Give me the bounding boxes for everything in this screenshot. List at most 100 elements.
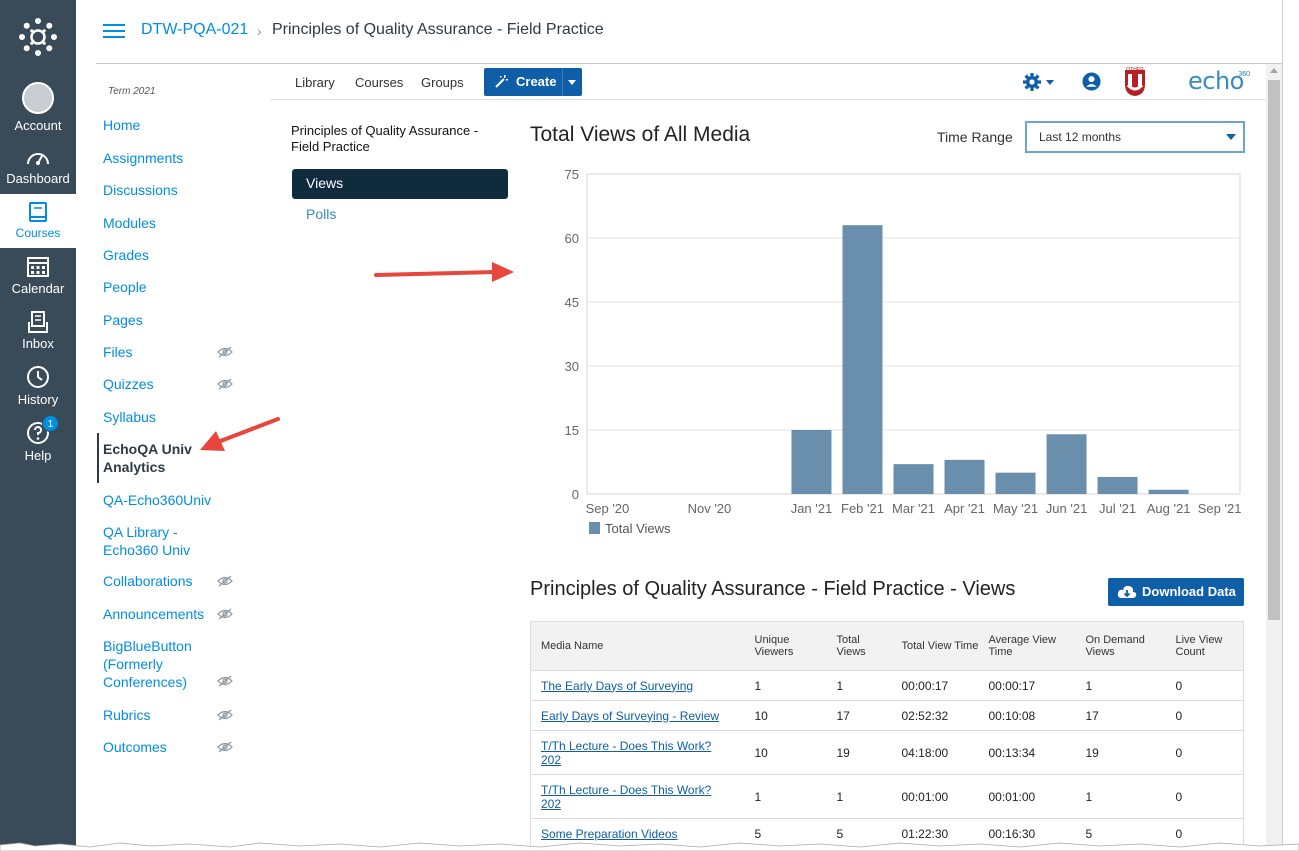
course-nav-assignments[interactable]: Assignments xyxy=(103,150,184,166)
column-header-total-views[interactable]: Total Views xyxy=(826,621,892,671)
media-link[interactable]: Some Preparation Videos xyxy=(541,826,678,841)
echo-nav-views-label: Views xyxy=(306,175,344,191)
bar xyxy=(1148,489,1189,494)
user-icon[interactable] xyxy=(1082,72,1101,91)
bar xyxy=(842,225,883,494)
global-nav-calendar[interactable]: Calendar xyxy=(0,254,76,308)
legend-label: Total Views xyxy=(605,521,671,536)
y-tick-label: 30 xyxy=(565,359,579,374)
course-menu-toggle-icon[interactable] xyxy=(103,22,125,40)
course-nav-modules[interactable]: Modules xyxy=(103,215,156,231)
media-link[interactable]: Early Days of Surveying - Review xyxy=(541,708,720,723)
global-nav-account[interactable]: Account xyxy=(0,82,76,136)
x-tick-label: Nov '20 xyxy=(688,501,732,516)
global-nav-history[interactable]: History xyxy=(0,365,76,419)
create-button[interactable]: Create xyxy=(484,68,582,96)
scrollbar-thumb[interactable] xyxy=(1268,80,1280,620)
media-link[interactable]: T/Th Lecture - Does This Work? 202 xyxy=(541,782,712,811)
column-header-unique-viewers[interactable]: Unique Viewers xyxy=(744,621,827,671)
cloud-download-icon xyxy=(1117,585,1137,598)
total-view-time-cell: 04:18:00 xyxy=(891,730,979,775)
course-nav-rubrics[interactable]: Rubrics xyxy=(103,707,151,723)
on-demand-views-cell: 1 xyxy=(1075,774,1166,819)
column-header-average-view-time[interactable]: Average View Time xyxy=(978,621,1076,671)
global-nav-label: Dashboard xyxy=(6,171,70,186)
on-demand-views-cell: 19 xyxy=(1075,730,1166,775)
table-row: The Early Days of Surveying 1 1 00:00:17… xyxy=(530,670,1244,701)
average-view-time-cell: 00:01:00 xyxy=(978,774,1076,819)
course-nav-collaborations[interactable]: Collaborations xyxy=(103,573,193,589)
global-nav: Account Dashboard Courses xyxy=(0,0,76,851)
echo-course-title: Principles of Quality Assurance - Field … xyxy=(291,123,479,154)
global-nav-courses[interactable]: Courses xyxy=(0,194,76,248)
course-nav-syllabus[interactable]: Syllabus xyxy=(103,409,156,425)
course-nav-qa-echo360univ[interactable]: QA-Echo360Univ xyxy=(103,492,212,508)
canvas-logo-icon[interactable] xyxy=(18,17,58,57)
media-link[interactable]: T/Th Lecture - Does This Work? 202 xyxy=(541,738,712,767)
column-header-media-name[interactable]: Media Name xyxy=(530,621,745,671)
total-views-cell: 1 xyxy=(826,670,892,701)
course-nav-announcements[interactable]: Announcements xyxy=(103,606,205,622)
column-header-live-view-count[interactable]: Live View Count xyxy=(1165,621,1244,671)
history-icon xyxy=(27,366,49,388)
tab-groups[interactable]: Groups xyxy=(421,75,464,90)
window-edge xyxy=(1282,0,1283,851)
global-nav-label: Help xyxy=(24,448,52,463)
average-view-time-cell: 00:00:17 xyxy=(978,670,1076,701)
total-view-time-cell: 00:01:00 xyxy=(891,774,979,819)
course-nav-quizzes[interactable]: Quizzes xyxy=(103,376,154,392)
column-header-on-demand-views[interactable]: On Demand Views xyxy=(1075,621,1166,671)
average-view-time-cell: 00:10:08 xyxy=(978,700,1076,731)
course-nav-people[interactable]: People xyxy=(103,279,147,295)
live-view-count-cell: 0 xyxy=(1165,670,1244,701)
time-range-select[interactable]: Last 12 months xyxy=(1025,121,1245,153)
y-tick-label: 75 xyxy=(565,167,579,182)
total-view-time-cell: 02:52:32 xyxy=(891,700,979,731)
table-row: T/Th Lecture - Does This Work? 202 10 19… xyxy=(530,730,1244,775)
course-nav-echoqa-analytics[interactable]: EchoQA Univ Analytics xyxy=(103,441,192,475)
course-nav-home[interactable]: Home xyxy=(103,117,141,133)
echo-nav-polls[interactable]: Polls xyxy=(306,206,337,222)
course-nav-files[interactable]: Files xyxy=(103,344,133,360)
global-nav-label: Account xyxy=(14,118,62,133)
course-nav-qa-library[interactable]: QA Library - Echo360 Univ xyxy=(103,524,191,558)
breadcrumb-separator: › xyxy=(257,23,262,39)
unique-viewers-cell: 10 xyxy=(744,700,827,731)
course-nav-discussions[interactable]: Discussions xyxy=(103,182,178,198)
calendar-icon xyxy=(27,257,49,277)
on-demand-views-cell: 17 xyxy=(1075,700,1166,731)
course-nav-bigbluebutton[interactable]: BigBlueButton (Formerly Conferences) xyxy=(103,638,192,690)
hidden-eye-icon xyxy=(217,575,233,587)
course-term: Term 2021 xyxy=(108,86,156,97)
global-nav-help[interactable]: 1 Help xyxy=(0,415,76,475)
echo-toolbar: Library Courses Groups Create O xyxy=(270,64,1282,100)
hidden-eye-icon xyxy=(217,741,233,753)
breadcrumb-course-link[interactable]: DTW-PQA-021 xyxy=(141,21,249,38)
help-icon xyxy=(27,422,49,444)
bar xyxy=(995,472,1036,494)
course-nav-outcomes[interactable]: Outcomes xyxy=(103,739,167,755)
y-tick-label: 60 xyxy=(565,231,579,246)
settings-chevron-down-icon[interactable] xyxy=(1046,80,1054,85)
global-nav-inbox[interactable]: Inbox xyxy=(0,310,76,364)
gear-icon[interactable] xyxy=(1022,72,1042,92)
x-tick-label: Sep '20 xyxy=(586,501,630,516)
global-nav-label: Inbox xyxy=(22,336,54,351)
hidden-eye-icon xyxy=(217,675,233,687)
on-demand-views-cell: 5 xyxy=(1075,818,1166,849)
total-views-cell: 1 xyxy=(826,774,892,819)
help-badge: 1 xyxy=(42,415,59,432)
scroll-up-arrow-icon[interactable] xyxy=(1270,68,1278,73)
course-nav-grades[interactable]: Grades xyxy=(103,247,149,263)
course-nav-pages[interactable]: Pages xyxy=(103,312,143,328)
unique-viewers-cell: 10 xyxy=(744,730,827,775)
echo-nav-views[interactable]: Views xyxy=(292,169,508,199)
download-data-button[interactable]: Download Data xyxy=(1108,578,1244,606)
media-link[interactable]: The Early Days of Surveying xyxy=(541,678,694,693)
global-nav-dashboard[interactable]: Dashboard xyxy=(0,146,76,200)
x-tick-label: Sep '21 xyxy=(1198,501,1242,516)
column-header-total-view-time[interactable]: Total View Time xyxy=(891,621,979,671)
tab-library[interactable]: Library xyxy=(295,75,335,90)
unique-viewers-cell: 1 xyxy=(744,774,827,819)
tab-courses[interactable]: Courses xyxy=(355,75,404,90)
